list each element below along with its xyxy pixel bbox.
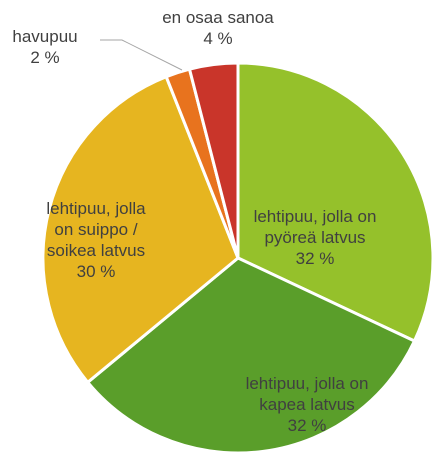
slice-label: lehtipuu, jolla on pyöreä latvus 32 % [245, 206, 385, 269]
leader-line [100, 39, 183, 71]
pie-slice [187, 61, 240, 259]
category-label: havupuu [12, 27, 78, 46]
category-label: lehtipuu, jolla on kapea latvus [245, 374, 369, 414]
pie-slice [41, 74, 240, 385]
value-label: 2 % [30, 48, 60, 67]
pie-slice [236, 61, 433, 344]
value-label: 4 % [203, 29, 233, 48]
slice-label: havupuu 2 % [0, 26, 90, 68]
slice-label: en osaa sanoa 4 % [148, 7, 288, 49]
slice-label: lehtipuu, jolla on suippo / soikea latvu… [46, 198, 146, 282]
value-label: 32 % [295, 249, 335, 268]
slice-label: lehtipuu, jolla on kapea latvus 32 % [232, 373, 382, 436]
category-label: en osaa sanoa [162, 8, 274, 27]
pie-slice [85, 256, 417, 455]
category-label: lehtipuu, jolla on suippo / soikea latvu… [46, 199, 146, 260]
value-label: 30 % [76, 262, 116, 281]
category-label: lehtipuu, jolla on pyöreä latvus [253, 207, 377, 247]
value-label: 32 % [287, 416, 327, 435]
